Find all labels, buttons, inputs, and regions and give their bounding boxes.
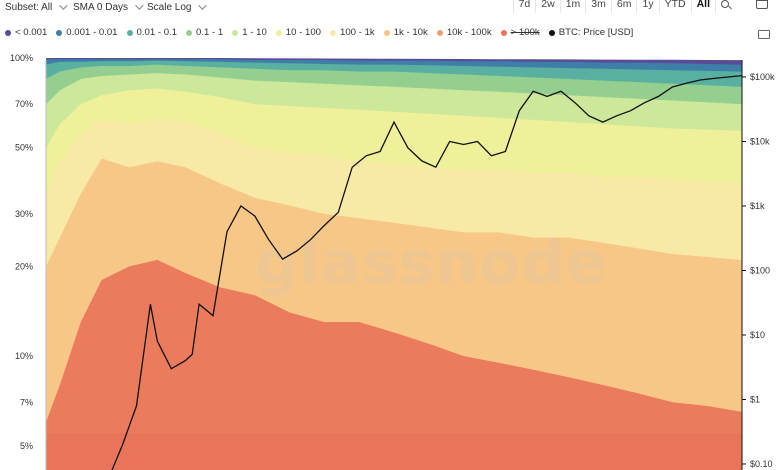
legend-item[interactable]: 0.001 - 0.01 xyxy=(56,27,118,38)
legend-label: 100 - 1k xyxy=(340,27,375,38)
legend-item[interactable]: 1k - 10k xyxy=(383,27,428,38)
legend-label: 1k - 10k xyxy=(393,27,428,38)
y-left-tick-label: 20% xyxy=(15,261,33,271)
sma-dropdown[interactable]: SMA 0 Days xyxy=(73,0,144,14)
legend-dot-icon xyxy=(126,29,133,36)
range-3m[interactable]: 3m xyxy=(585,0,611,13)
range-ytd[interactable]: YTD xyxy=(658,0,691,13)
btc-price-line xyxy=(111,74,743,470)
legend-dot-icon xyxy=(56,29,63,36)
legend-dot-icon xyxy=(5,29,11,36)
stacked-areas xyxy=(46,58,742,470)
range-7d[interactable]: 7d xyxy=(512,0,536,13)
legend: < 0.001 0.001 - 0.01 0.01 - 0.1 0.1 - 1 1 - … xyxy=(5,27,633,38)
sma-label: SMA 0 Days xyxy=(73,1,129,13)
legend-label: 1 - 10 xyxy=(242,27,267,38)
legend-dot-icon xyxy=(436,29,443,36)
range-2w[interactable]: 2w xyxy=(535,0,559,13)
legend-label: < 0.001 xyxy=(15,27,48,38)
scale-dropdown[interactable]: Scale Log xyxy=(147,0,208,14)
legend-item[interactable]: 0.01 - 0.1 xyxy=(126,27,178,38)
y-left-tick-label: 7% xyxy=(20,397,33,407)
legend-label: 10k - 100k xyxy=(446,27,492,38)
area-band-gt-100k xyxy=(46,260,742,470)
legend-item[interactable]: 10k - 100k xyxy=(436,27,492,38)
subset-label: Subset: All xyxy=(5,1,53,13)
subset-dropdown[interactable]: Subset: All xyxy=(5,0,68,14)
legend-item[interactable]: BTC: Price [USD] xyxy=(548,27,634,38)
legend-item[interactable]: 10 - 100 xyxy=(275,27,322,38)
legend-label: 10 - 100 xyxy=(285,27,322,38)
legend-dot-icon xyxy=(275,29,282,36)
scale-label: Scale Log xyxy=(147,1,192,13)
legend-dot-icon xyxy=(500,29,507,36)
y-left-tick-label: 5% xyxy=(20,441,33,451)
range-1y[interactable]: 1y xyxy=(636,0,658,13)
y-left-tick-label: 30% xyxy=(15,209,33,219)
range-all[interactable]: All xyxy=(690,0,715,13)
left-ticks: 100% 70% 50% 30% 20% 10% 7% 5% xyxy=(10,53,33,451)
legend-item[interactable]: 100 - 1k xyxy=(330,27,375,38)
legend-dot-icon xyxy=(383,29,390,36)
legend-item[interactable]: 1 - 10 xyxy=(232,27,267,38)
y-right-tick-label: $1k xyxy=(750,201,765,211)
legend-label: 0.1 - 1 xyxy=(196,27,224,38)
range-1m[interactable]: 1m xyxy=(559,0,586,13)
watermark: glassnode xyxy=(255,228,607,298)
y-right-tick-label: $10k xyxy=(750,137,770,147)
legend-label: > 100k xyxy=(510,27,540,38)
range-6m[interactable]: 6m xyxy=(610,0,637,13)
y-right-tick-label: $100 xyxy=(750,266,770,276)
legend-dot-icon xyxy=(548,29,555,36)
legend-item[interactable]: < 0.001 xyxy=(5,27,47,38)
zoom-icon xyxy=(721,0,729,8)
reset-zoom-icon[interactable] xyxy=(758,30,770,39)
y-left-tick-label: 70% xyxy=(15,99,33,109)
legend-item[interactable]: 0.1 - 1 xyxy=(186,27,223,38)
legend-label: 0.001 - 0.01 xyxy=(66,27,118,38)
legend-label: BTC: Price [USD] xyxy=(558,27,634,38)
right-ticks: $100k $10k $1k $100 $10 $1 $0.10 xyxy=(742,72,775,469)
legend-dot-icon xyxy=(330,29,337,36)
legend-label: 0.01 - 0.1 xyxy=(136,27,178,38)
toolbar: Subset: All SMA 0 Days Scale Log 7d 2w 1… xyxy=(0,0,780,20)
y-right-tick-label: $0.10 xyxy=(750,459,773,469)
y-right-tick-label: $100k xyxy=(750,72,775,82)
y-left-tick-label: 100% xyxy=(10,53,33,63)
calendar-icon[interactable] xyxy=(756,0,768,9)
y-left-tick-label: 10% xyxy=(15,351,33,361)
legend-dot-icon xyxy=(186,29,193,36)
y-left-tick-label: 50% xyxy=(15,143,33,153)
legend-item[interactable]: > 100k xyxy=(500,27,540,38)
y-right-tick-label: $10 xyxy=(750,330,765,340)
time-range-selector: 7d 2w 1m 3m 6m 1y YTD All xyxy=(512,0,740,13)
legend-dot-icon xyxy=(232,29,239,36)
zoom-button[interactable] xyxy=(715,0,740,13)
y-right-tick-label: $1 xyxy=(750,395,760,405)
